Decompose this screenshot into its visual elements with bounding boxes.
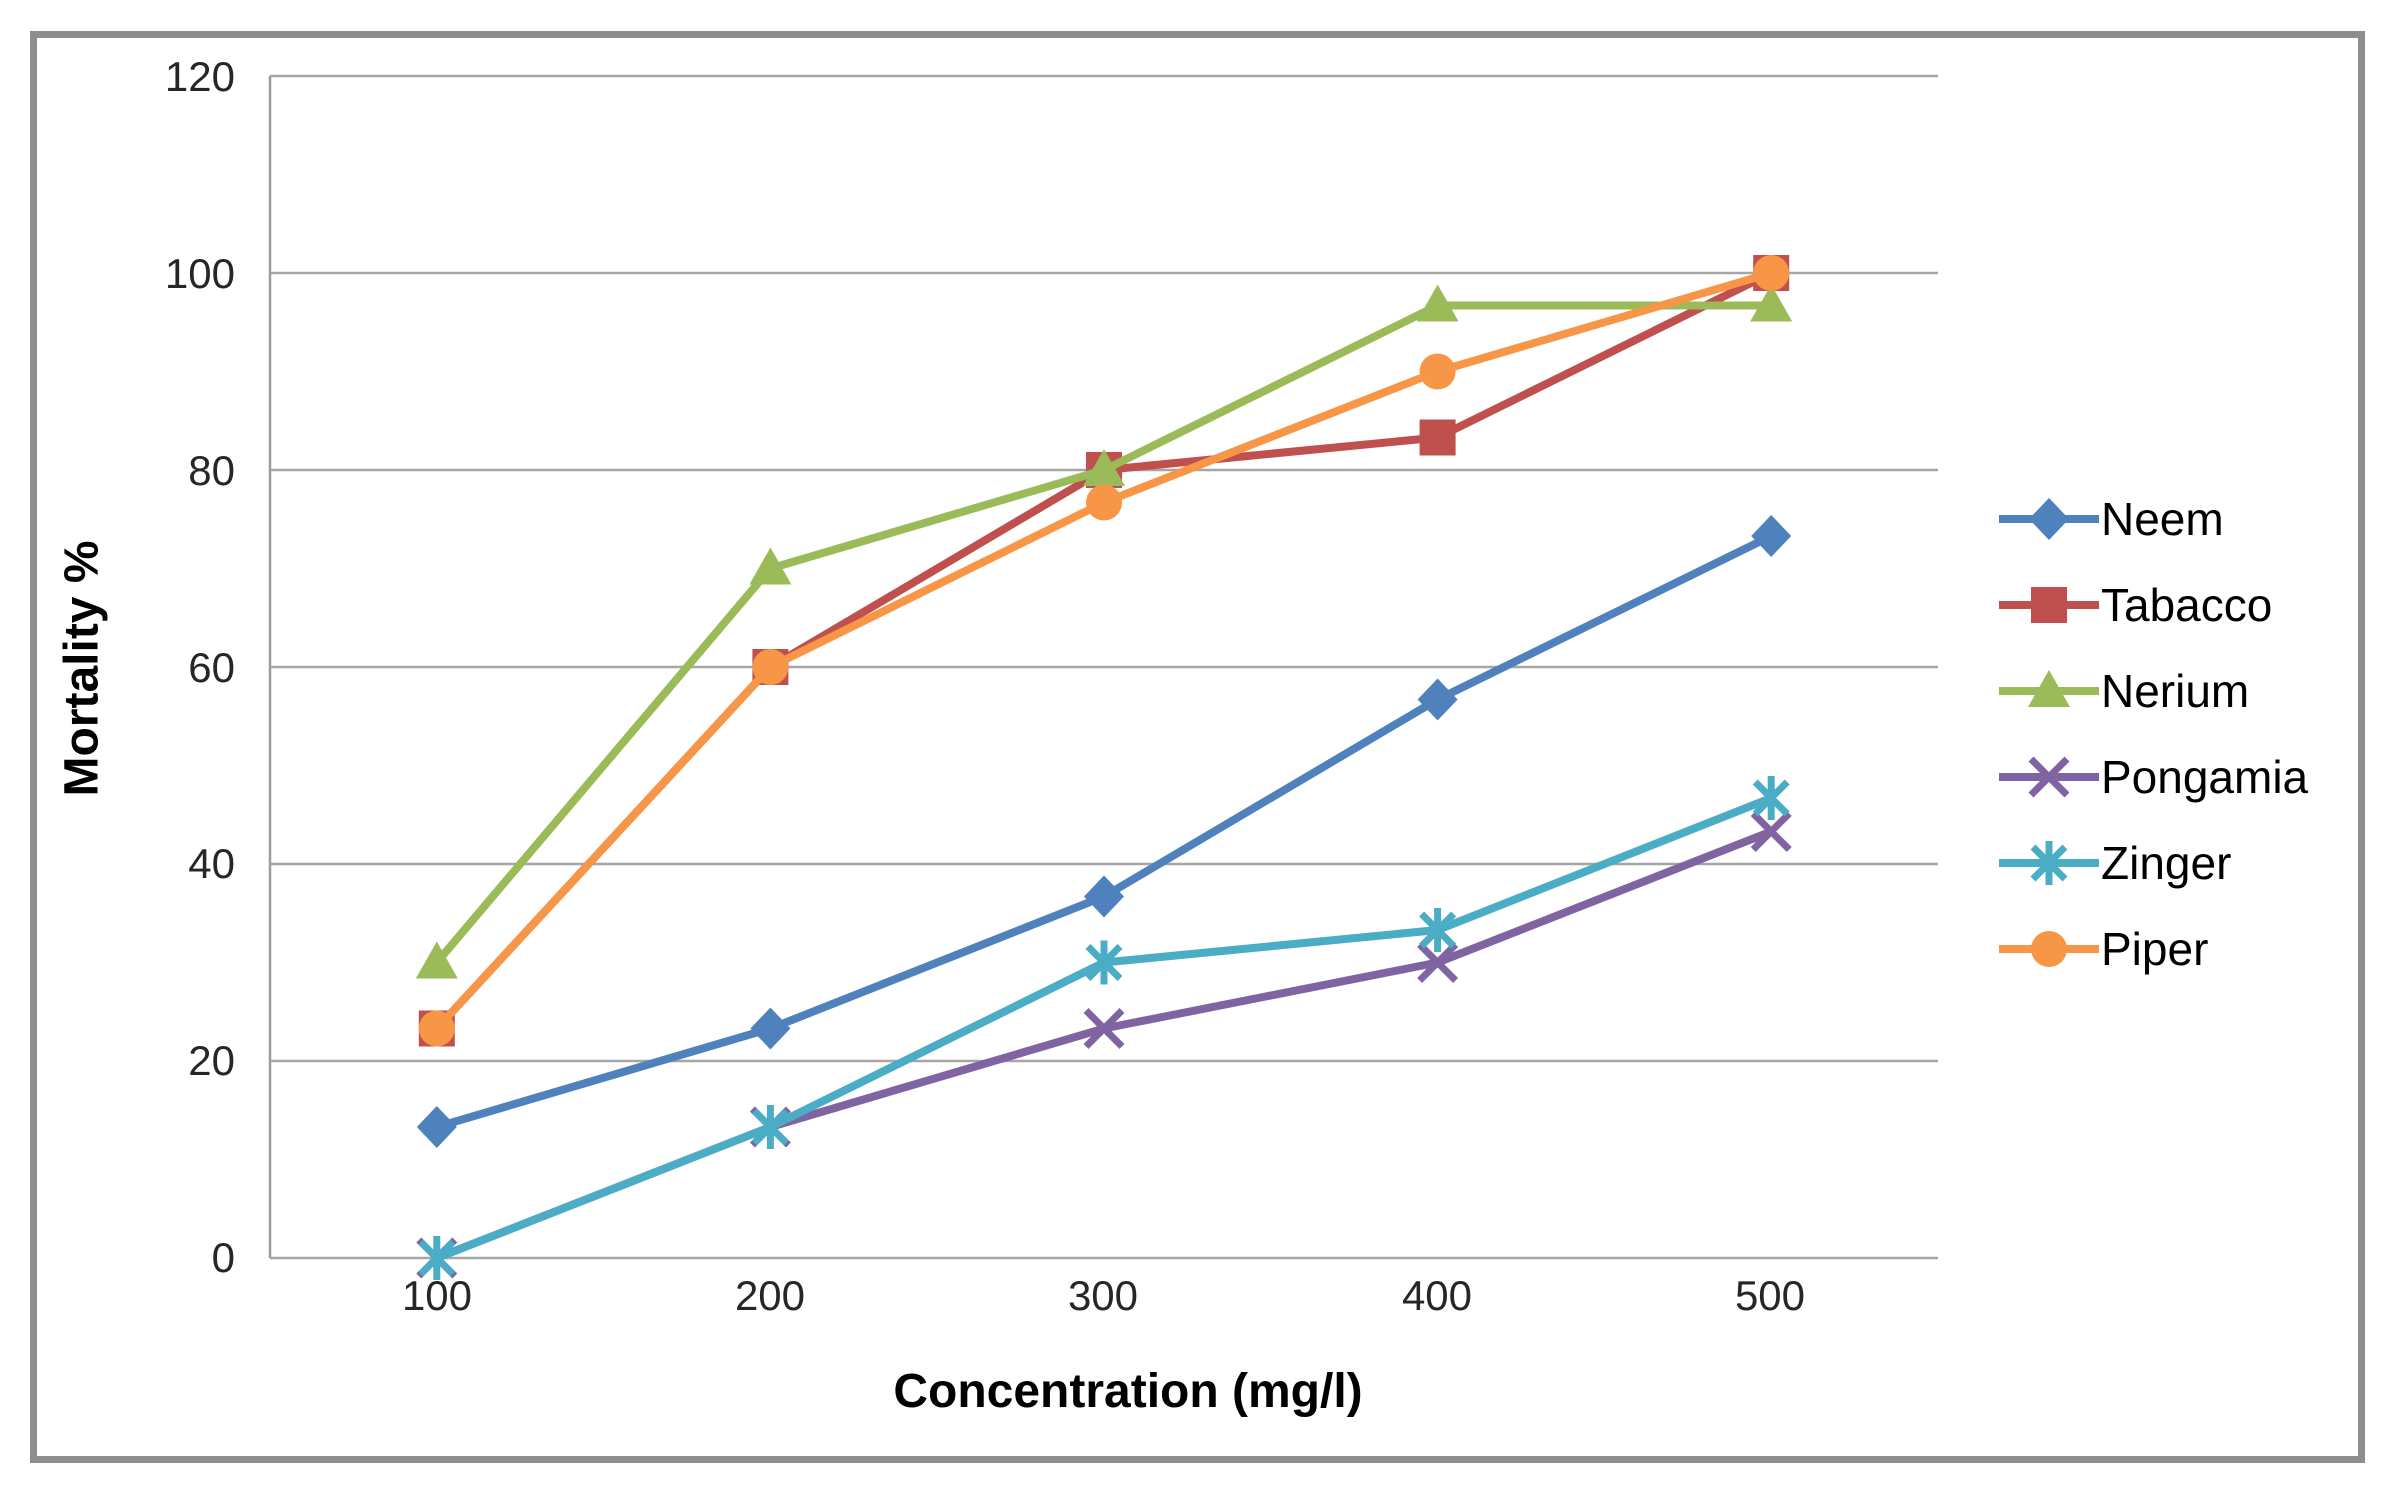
y-axis-title: Mortality %	[55, 540, 109, 797]
legend-item: Nerium	[1997, 666, 2308, 716]
legend-label: Neem	[2101, 493, 2224, 545]
legend-item: Piper	[1997, 924, 2308, 974]
legend-label: Nerium	[2101, 665, 2250, 717]
y-tick-label: 120	[164, 53, 235, 100]
legend-marker-icon	[1999, 587, 2099, 623]
y-tick-label: 0	[211, 1234, 235, 1281]
legend-label: Pongamia	[2101, 751, 2309, 803]
legend-item: Pongamia	[1997, 752, 2308, 802]
x-tick-label: 100	[401, 1272, 473, 1319]
x-tick-label: 500	[1734, 1272, 1806, 1319]
y-tick-label: 100	[164, 250, 235, 297]
legend-marker-icon	[1999, 756, 2099, 798]
y-tick-label: 80	[188, 447, 235, 494]
legend-marker-icon	[1999, 670, 2099, 707]
legend: Neem Tabacco Nerium Pongamia Zinger Pipe…	[1997, 494, 2308, 974]
y-tick-label: 40	[188, 840, 235, 887]
x-axis-title: Concentration (mg/l)	[893, 1365, 1363, 1418]
legend-label: Tabacco	[2101, 579, 2273, 631]
legend-item: Zinger	[1997, 838, 2308, 888]
x-tick-label: 400	[1401, 1272, 1473, 1319]
legend-marker-icon	[1999, 841, 2099, 885]
legend-label: Zinger	[2101, 837, 2232, 889]
x-tick-label: 200	[734, 1272, 806, 1319]
legend-label: Piper	[2101, 923, 2209, 975]
legend-marker-icon	[1999, 498, 2099, 540]
legend-item: Tabacco	[1997, 580, 2308, 630]
chart-border-frame	[30, 31, 2365, 1463]
legend-item: Neem	[1997, 494, 2308, 544]
y-tick-label: 20	[188, 1037, 235, 1084]
y-tick-label: 60	[188, 644, 235, 691]
x-tick-label: 300	[1067, 1272, 1139, 1319]
legend-marker-icon	[1999, 931, 2099, 967]
